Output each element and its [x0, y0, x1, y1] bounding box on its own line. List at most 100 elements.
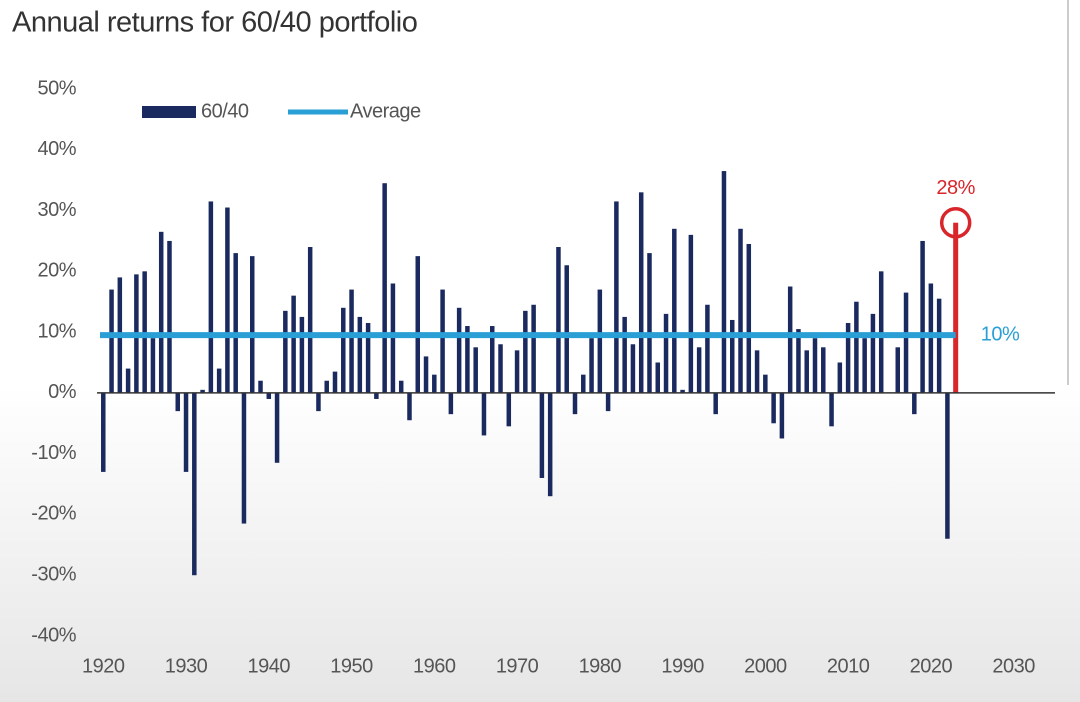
y-tick-label: 40%	[37, 138, 76, 160]
bar	[241, 392, 247, 524]
bar	[465, 326, 470, 393]
bar	[125, 368, 131, 393]
bar	[283, 310, 288, 393]
bar	[547, 392, 553, 497]
bar	[804, 350, 809, 393]
legend-label: Average	[350, 100, 421, 122]
x-tick-label: 2000	[744, 655, 787, 677]
bar	[448, 392, 454, 415]
bar	[945, 392, 950, 539]
bar	[597, 289, 603, 393]
bar	[142, 271, 147, 393]
bar	[101, 392, 106, 472]
bar	[638, 192, 644, 393]
bar	[705, 304, 710, 393]
y-tick-label: -10%	[31, 442, 76, 464]
x-tick-label: 1930	[165, 655, 208, 677]
bar	[423, 356, 429, 393]
bar	[498, 344, 503, 393]
bar	[556, 247, 561, 393]
bar	[903, 292, 909, 393]
bar	[266, 392, 272, 399]
bar	[878, 271, 884, 393]
y-tick-label: 20%	[37, 260, 76, 282]
bar	[398, 380, 404, 393]
bar	[845, 322, 851, 393]
bar	[109, 289, 114, 393]
bar	[870, 313, 876, 393]
average-label: 10%	[981, 323, 1020, 345]
bar	[258, 380, 263, 393]
bar	[183, 392, 189, 472]
bar	[225, 207, 230, 393]
bar	[432, 374, 437, 393]
bar	[614, 201, 619, 393]
bar	[672, 228, 677, 393]
bar	[316, 392, 321, 412]
x-tick-label: 1970	[496, 655, 539, 677]
bar	[754, 350, 760, 393]
y-tick-label: 30%	[37, 199, 76, 221]
bar	[192, 392, 197, 576]
bar	[729, 319, 735, 393]
bar	[390, 283, 396, 393]
bar	[291, 295, 296, 393]
bar	[374, 392, 379, 399]
bar	[365, 322, 371, 393]
y-tick-label: 10%	[37, 320, 76, 342]
bar	[581, 374, 586, 393]
x-tick-label: 2020	[910, 655, 953, 677]
bar	[208, 201, 214, 393]
bar	[175, 392, 181, 412]
bar	[382, 183, 387, 393]
bar	[332, 371, 338, 393]
bar	[779, 392, 785, 439]
x-tick-label: 1920	[82, 655, 125, 677]
bar	[349, 289, 354, 393]
bar	[324, 380, 329, 393]
y-tick-label: -30%	[31, 564, 76, 586]
y-tick-label: 50%	[37, 77, 76, 99]
bar	[928, 283, 934, 393]
bar	[357, 316, 363, 393]
bar	[150, 338, 156, 393]
bar	[307, 247, 313, 393]
bar	[647, 253, 652, 393]
bar	[721, 171, 727, 393]
bar	[531, 304, 536, 393]
bar	[837, 362, 843, 393]
bar	[523, 310, 528, 393]
bar	[514, 350, 520, 393]
bar	[912, 392, 917, 415]
bar	[854, 301, 859, 393]
bar	[564, 265, 569, 393]
bar	[763, 374, 768, 393]
bar	[572, 392, 578, 415]
x-tick-label: 1940	[248, 655, 291, 677]
bar	[812, 338, 818, 393]
highlight-circle	[939, 206, 972, 239]
bar	[680, 389, 685, 393]
bar	[274, 392, 280, 463]
bar	[440, 289, 445, 393]
bar	[473, 347, 478, 393]
bar	[787, 286, 793, 393]
bar	[622, 316, 627, 393]
x-tick-label: 1950	[330, 655, 373, 677]
bar	[688, 234, 694, 393]
bar	[936, 298, 942, 393]
bar	[415, 256, 421, 393]
bar	[796, 329, 801, 393]
x-tick-label: 1960	[413, 655, 456, 677]
bar	[489, 326, 495, 393]
bar	[696, 347, 702, 393]
x-tick-label: 1990	[661, 655, 704, 677]
legend-swatch	[142, 106, 196, 118]
bar	[663, 313, 669, 393]
bar	[713, 392, 718, 415]
bar	[456, 307, 462, 393]
bar	[539, 392, 545, 478]
bar	[167, 240, 172, 393]
highlight-bar	[953, 222, 959, 393]
